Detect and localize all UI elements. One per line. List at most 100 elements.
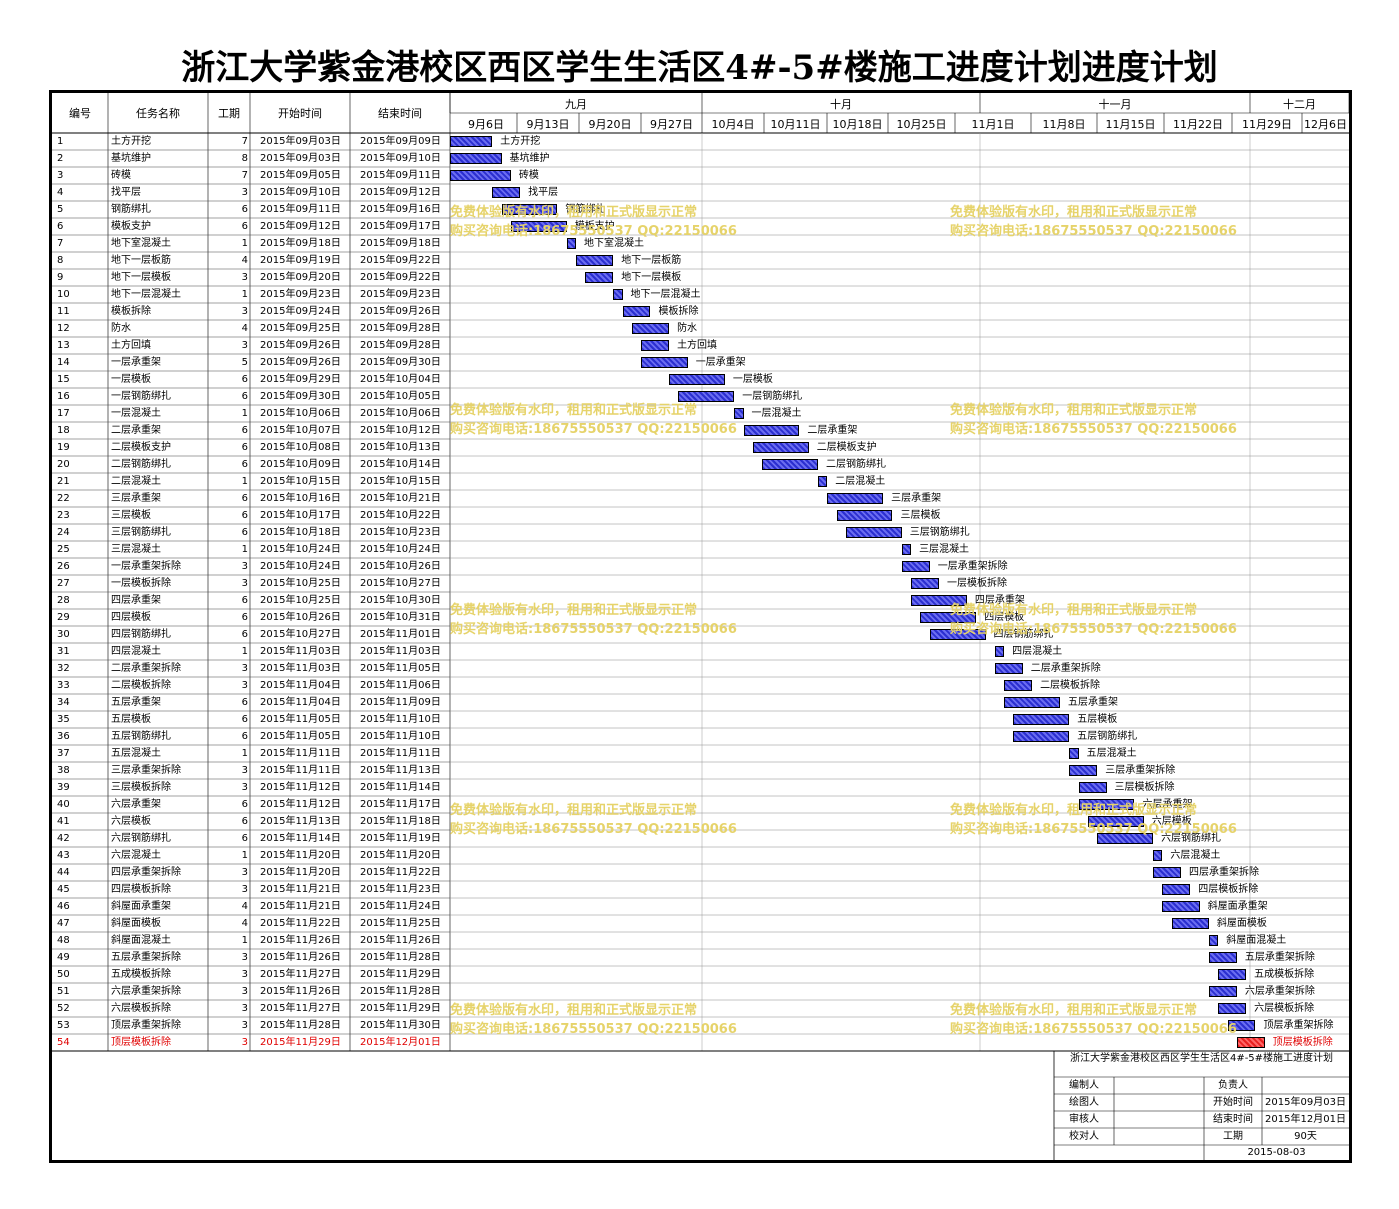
- gantt-bar[interactable]: [450, 153, 502, 164]
- gantt-bar[interactable]: [1236, 1037, 1265, 1048]
- task-dur-cell: 3: [241, 340, 248, 351]
- task-dur-cell: 3: [241, 561, 248, 572]
- task-id-cell: 9: [57, 272, 64, 283]
- task-end-cell: 2015年09月12日: [360, 187, 441, 198]
- gantt-bar[interactable]: [1097, 833, 1154, 844]
- gantt-bar[interactable]: [1218, 1003, 1247, 1014]
- gantt-bar[interactable]: [1218, 969, 1247, 980]
- task-name-cell: 地下一层混凝土: [111, 289, 181, 300]
- gantt-bar[interactable]: [585, 272, 614, 283]
- task-id-cell: 40: [57, 799, 70, 810]
- task-end-cell: 2015年10月04日: [360, 374, 441, 385]
- task-dur-cell: 7: [241, 170, 248, 181]
- gantt-bar[interactable]: [631, 323, 670, 334]
- task-dur-cell: 3: [241, 306, 248, 317]
- task-name-cell: 二层混凝土: [111, 476, 161, 487]
- task-end-cell: 2015年11月18日: [360, 816, 441, 827]
- task-name-cell: 六层承重架: [111, 799, 161, 810]
- task-end-cell: 2015年10月13日: [360, 442, 441, 453]
- gantt-bar-label: 地下一层板筋: [621, 255, 682, 266]
- gantt-bar[interactable]: [929, 629, 986, 640]
- task-id-cell: 51: [57, 986, 70, 997]
- gantt-bar[interactable]: [1069, 748, 1079, 759]
- task-end-cell: 2015年11月17日: [360, 799, 441, 810]
- gantt-bar[interactable]: [510, 221, 567, 232]
- gantt-bar[interactable]: [752, 442, 809, 453]
- task-name-cell: 四层模板: [111, 612, 151, 623]
- gantt-bar[interactable]: [576, 255, 614, 266]
- gantt-chart: 编号 任务名称 工期 开始时间 结束时间 九月 十月 十一月 十二月 9月6日 9月13日 9月20日…: [49, 90, 1352, 1163]
- task-id-cell: 49: [57, 952, 70, 963]
- gantt-bar[interactable]: [1208, 952, 1237, 963]
- task-start-cell: 2015年11月04日: [260, 697, 341, 708]
- gantt-bar[interactable]: [641, 357, 688, 368]
- gantt-bar[interactable]: [622, 306, 651, 317]
- gantt-bar[interactable]: [613, 289, 623, 300]
- task-dur-cell: 3: [241, 969, 248, 980]
- gantt-bar[interactable]: [734, 408, 744, 419]
- task-start-cell: 2015年11月11日: [260, 765, 341, 776]
- gantt-bar[interactable]: [901, 561, 930, 572]
- gantt-bar-label: 基坑维护: [509, 153, 550, 164]
- task-id-cell: 25: [57, 544, 70, 555]
- gantt-bar[interactable]: [669, 374, 725, 385]
- gantt-bar[interactable]: [1162, 884, 1191, 895]
- task-end-cell: 2015年10月30日: [360, 595, 441, 606]
- gantt-bar[interactable]: [678, 391, 735, 402]
- gantt-bar[interactable]: [450, 136, 493, 147]
- gantt-bar[interactable]: [1227, 1020, 1256, 1031]
- gantt-bar[interactable]: [1013, 714, 1070, 725]
- task-name-cell: 二层承重架: [111, 425, 161, 436]
- gantt-bar[interactable]: [1004, 697, 1060, 708]
- gantt-bar[interactable]: [827, 493, 884, 504]
- gantt-bar[interactable]: [501, 204, 558, 215]
- gantt-bar[interactable]: [762, 459, 818, 470]
- gantt-bar[interactable]: [1162, 901, 1200, 912]
- gantt-bar[interactable]: [818, 476, 828, 487]
- gantt-bar[interactable]: [1087, 816, 1144, 827]
- gantt-bar[interactable]: [1208, 935, 1219, 946]
- gantt-bar[interactable]: [836, 510, 893, 521]
- task-start-cell: 2015年11月14日: [260, 833, 341, 844]
- gantt-bar[interactable]: [450, 170, 511, 181]
- gantt-bar[interactable]: [901, 544, 912, 555]
- gantt-bar[interactable]: [1208, 986, 1237, 997]
- duration-label: 工期: [1223, 1131, 1243, 1142]
- gantt-bar[interactable]: [994, 646, 1005, 657]
- gantt-bar[interactable]: [911, 578, 939, 589]
- gantt-bar[interactable]: [1004, 680, 1033, 691]
- gantt-bar[interactable]: [641, 340, 670, 351]
- task-name-cell: 二层钢筋绑扎: [111, 459, 171, 470]
- gantt-bar[interactable]: [1013, 731, 1070, 742]
- gantt-bar[interactable]: [1069, 765, 1098, 776]
- watermark-text: 购买咨询电话:18675550537 QQ:22150066: [950, 1022, 1237, 1037]
- task-end-cell: 2015年09月28日: [360, 323, 441, 334]
- task-name-cell: 一层模板拆除: [111, 578, 171, 589]
- gantt-bar[interactable]: [920, 612, 977, 623]
- gantt-bar[interactable]: [566, 238, 576, 249]
- gantt-bar[interactable]: [1171, 918, 1209, 929]
- gantt-bar[interactable]: [994, 663, 1023, 674]
- gantt-bar[interactable]: [1078, 799, 1135, 810]
- gantt-bar[interactable]: [1153, 867, 1181, 878]
- task-start-cell: 2015年11月13日: [260, 816, 341, 827]
- gantt-bar[interactable]: [845, 527, 902, 538]
- task-start-cell: 2015年11月27日: [260, 969, 341, 980]
- task-id-cell: 12: [57, 323, 70, 334]
- task-id-cell: 6: [57, 221, 64, 232]
- task-name-cell: 一层承重架拆除: [111, 561, 181, 572]
- task-dur-cell: 4: [241, 901, 248, 912]
- watermark-text: 购买咨询电话:18675550537 QQ:22150066: [950, 422, 1237, 437]
- task-dur-cell: 4: [241, 323, 248, 334]
- task-name-cell: 找平层: [111, 187, 141, 198]
- gantt-bar[interactable]: [743, 425, 800, 436]
- gantt-bar[interactable]: [911, 595, 967, 606]
- task-id-cell: 28: [57, 595, 70, 606]
- task-dur-cell: 6: [241, 459, 248, 470]
- task-name-cell: 三层模板: [111, 510, 151, 521]
- gantt-bar[interactable]: [1078, 782, 1107, 793]
- gantt-bar[interactable]: [492, 187, 521, 198]
- task-id-cell: 1: [57, 136, 64, 147]
- gantt-bar-label: 一层模板拆除: [947, 578, 1007, 589]
- gantt-bar[interactable]: [1153, 850, 1163, 861]
